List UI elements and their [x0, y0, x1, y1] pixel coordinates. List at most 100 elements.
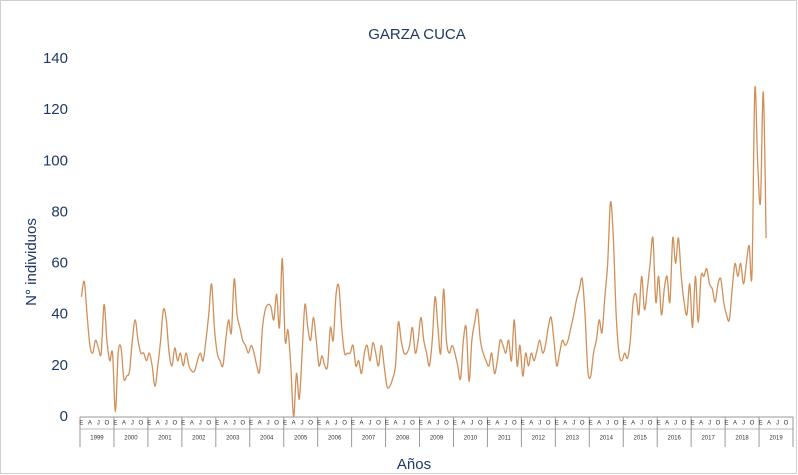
- month-label: J: [674, 421, 677, 427]
- month-label: E: [113, 421, 117, 427]
- year-label: 2007: [362, 436, 376, 442]
- month-label: J: [267, 421, 270, 427]
- month-label: A: [563, 421, 567, 427]
- month-label: O: [546, 421, 551, 427]
- month-label: A: [597, 421, 601, 427]
- month-label: O: [512, 421, 517, 427]
- month-label: O: [614, 421, 619, 427]
- month-label: A: [665, 421, 669, 427]
- month-label: E: [283, 421, 287, 427]
- year-label: 2000: [124, 436, 138, 442]
- month-label: E: [215, 421, 219, 427]
- year-label: 1999: [90, 436, 104, 442]
- month-label: J: [742, 421, 745, 427]
- month-label: A: [733, 421, 737, 427]
- month-label: E: [589, 421, 593, 427]
- month-label: J: [97, 421, 100, 427]
- month-label: J: [776, 421, 779, 427]
- y-tick-label: 0: [60, 408, 68, 425]
- x-axis-label: Años: [397, 456, 431, 473]
- month-label: A: [393, 421, 397, 427]
- month-label: J: [640, 421, 643, 427]
- month-label: A: [326, 421, 330, 427]
- month-label: J: [301, 421, 304, 427]
- month-label: A: [190, 421, 194, 427]
- month-label: J: [402, 421, 405, 427]
- month-label: A: [529, 421, 533, 427]
- month-label: E: [181, 421, 185, 427]
- month-label: E: [147, 421, 151, 427]
- month-label: E: [623, 421, 627, 427]
- month-label: E: [725, 421, 729, 427]
- month-label: A: [461, 421, 465, 427]
- month-label: O: [716, 421, 721, 427]
- month-label: O: [682, 421, 687, 427]
- year-label: 2009: [430, 436, 444, 442]
- month-label: J: [572, 421, 575, 427]
- month-label: J: [606, 421, 609, 427]
- month-label: E: [351, 421, 355, 427]
- year-label: 2017: [701, 436, 715, 442]
- month-label: A: [427, 421, 431, 427]
- month-label: J: [165, 421, 168, 427]
- month-label: A: [88, 421, 92, 427]
- y-tick-label: 40: [51, 306, 68, 323]
- month-label: O: [308, 421, 313, 427]
- year-label: 2012: [532, 436, 546, 442]
- month-label: O: [105, 421, 110, 427]
- year-label: 2018: [735, 436, 749, 442]
- y-tick-label: 60: [51, 255, 68, 272]
- month-label: E: [419, 421, 423, 427]
- month-label: E: [317, 421, 321, 427]
- y-axis-label: N° individuos: [23, 218, 40, 306]
- y-tick-label: 140: [43, 50, 68, 67]
- year-label: 2008: [396, 436, 410, 442]
- month-label: O: [580, 421, 585, 427]
- month-label: E: [385, 421, 389, 427]
- month-label: J: [470, 421, 473, 427]
- month-label: J: [369, 421, 372, 427]
- chart-title: GARZA CUCA: [368, 26, 466, 43]
- year-label: 2006: [328, 436, 342, 442]
- y-tick-label: 20: [51, 357, 68, 374]
- month-label: J: [504, 421, 507, 427]
- y-tick-label: 80: [51, 203, 68, 220]
- year-label: 2013: [566, 436, 580, 442]
- month-label: O: [410, 421, 415, 427]
- month-label: E: [453, 421, 457, 427]
- year-label: 2010: [464, 436, 478, 442]
- year-label: 2019: [769, 436, 783, 442]
- year-label: 2015: [634, 436, 648, 442]
- month-label: A: [631, 421, 635, 427]
- year-label: 2011: [498, 436, 512, 442]
- month-label: E: [521, 421, 525, 427]
- month-label: O: [784, 421, 789, 427]
- month-label: O: [240, 421, 245, 427]
- month-label: J: [233, 421, 236, 427]
- month-label: O: [376, 421, 381, 427]
- month-label: O: [206, 421, 211, 427]
- month-label: J: [335, 421, 338, 427]
- month-label: O: [478, 421, 483, 427]
- month-label: A: [224, 421, 228, 427]
- month-label: J: [538, 421, 541, 427]
- month-label: J: [131, 421, 134, 427]
- month-label: A: [767, 421, 771, 427]
- month-label: A: [156, 421, 160, 427]
- year-label: 2005: [294, 436, 308, 442]
- month-label: O: [138, 421, 143, 427]
- month-label: J: [708, 421, 711, 427]
- month-label: O: [172, 421, 177, 427]
- year-label: 2004: [260, 436, 274, 442]
- year-label: 2003: [226, 436, 240, 442]
- year-label: 2014: [600, 436, 614, 442]
- data-line: [80, 86, 767, 418]
- month-label: E: [487, 421, 491, 427]
- month-label: J: [436, 421, 439, 427]
- month-label: A: [292, 421, 296, 427]
- month-label: O: [274, 421, 279, 427]
- year-label: 2016: [667, 436, 681, 442]
- year-label: 2001: [158, 436, 172, 442]
